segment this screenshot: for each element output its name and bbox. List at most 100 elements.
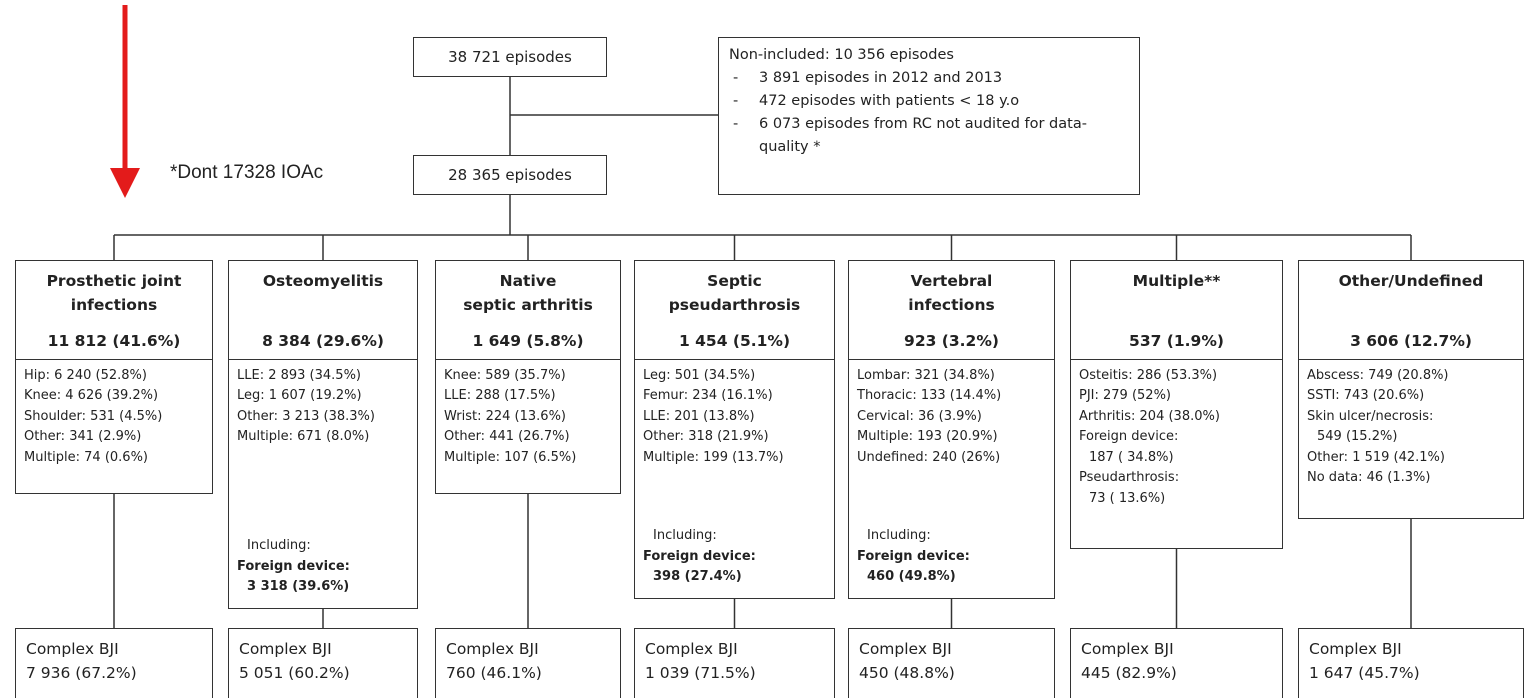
detail-line: LLE: 201 (13.8%) [643, 408, 755, 424]
outcome-label: Complex BJI [1309, 640, 1402, 658]
detail-line: Lombar: 321 (34.8%) [857, 367, 995, 383]
category-details: Abscess: 749 (20.8%) SSTI: 743 (20.6%) Ski… [1298, 358, 1524, 519]
outcome-box: Complex BJI 450 (48.8%) [848, 628, 1055, 698]
detail-line: Abscess: 749 (20.8%) [1307, 367, 1449, 383]
detail-line: Leg: 501 (34.5%) [643, 367, 756, 383]
excluded-title: Non-included: 10 356 episodes [729, 47, 954, 63]
outcome-box: Complex BJI 445 (82.9%) [1070, 628, 1283, 698]
outcome-value: 7 936 (67.2%) [26, 664, 137, 682]
category-header: Native septic arthritis 1 649 (5.8%) [435, 260, 621, 360]
detail-line: Undefined: 240 (26%) [857, 449, 1001, 465]
detail-line: Osteitis: 286 (53.3%) [1079, 367, 1218, 383]
device-value: 460 (49.8%) [867, 569, 956, 584]
outcome-box: Complex BJI 1 039 (71.5%) [634, 628, 835, 698]
outcome-box: Complex BJI 1 647 (45.7%) [1298, 628, 1524, 698]
detail-line: Cervical: 36 (3.9%) [857, 408, 982, 424]
detail-line: Thoracic: 133 (14.4%) [857, 388, 1002, 403]
detail-line: Other: 318 (21.9%) [643, 429, 769, 444]
including-label: Including: [653, 528, 717, 543]
category-details: Leg: 501 (34.5%) Femur: 234 (16.1%) LLE: 2… [634, 358, 835, 599]
detail-line: 187 ( 34.8%) [1089, 449, 1174, 465]
category-header: Prosthetic joint infections 11 812 (41.6%) [15, 260, 213, 360]
category-count: 8 384 (29.6%) [262, 332, 384, 350]
category-header: Vertebral infections 923 (3.2%) [848, 260, 1055, 360]
detail-line: Multiple: 671 (8.0%) [237, 429, 370, 444]
annotation: *Dont 17328 IOAc [170, 162, 324, 183]
category-title: pseudarthrosis [668, 296, 801, 314]
category-header: Other/Undefined 3 606 (12.7%) [1298, 260, 1524, 360]
detail-line: LLE: 2 893 (34.5%) [237, 367, 362, 383]
device-label: Foreign device: [643, 548, 756, 564]
outcome-value: 1 647 (45.7%) [1309, 664, 1420, 682]
detail-line: Arthritis: 204 (38.0%) [1079, 408, 1220, 424]
including-label: Including: [867, 528, 931, 543]
category-title: Native [499, 272, 557, 290]
outcome-label: Complex BJI [26, 640, 119, 658]
including-block: Including: Foreign device: 398 (27.4%) [643, 526, 826, 592]
category-count: 1 649 (5.8%) [472, 332, 584, 350]
detail-line: Skin ulcer/necrosis: [1307, 408, 1434, 424]
included-box: 28 365 episodes [413, 155, 607, 195]
outcome-label: Complex BJI [645, 640, 738, 658]
detail-line: Multiple: 199 (13.7%) [643, 449, 784, 465]
category-count: 11 812 (41.6%) [47, 332, 181, 350]
detail-line: No data: 46 (1.3%) [1307, 470, 1431, 485]
detail-line: Foreign device: [1079, 429, 1179, 444]
excluded-box: Non-included: 10 356 episodes 3 891 epis… [718, 37, 1140, 195]
detail-line: Femur: 234 (16.1%) [643, 388, 773, 403]
excluded-list: 3 891 episodes in 2012 and 2013472 episo… [729, 67, 1129, 159]
outcome-box: Complex BJI 5 051 (60.2%) [228, 628, 418, 698]
excluded-item: 3 891 episodes in 2012 and 2013 [729, 67, 1129, 90]
category-title: infections [908, 296, 995, 314]
detail-line: Other: 1 519 (42.1%) [1307, 449, 1445, 465]
detail-line: Pseudarthrosis: [1079, 470, 1180, 485]
detail-line: 73 ( 13.6%) [1089, 490, 1166, 506]
detail-line: Other: 441 (26.7%) [444, 429, 570, 444]
category-title: infections [70, 296, 158, 314]
outcome-label: Complex BJI [1081, 640, 1174, 658]
category-header: Septic pseudarthrosis 1 454 (5.1%) [634, 260, 835, 360]
category-details: Osteitis: 286 (53.3%) PJI: 279 (52%) Arthr… [1070, 358, 1283, 549]
detail-line: Shoulder: 531 (4.5%) [24, 408, 163, 424]
detail-line: LLE: 288 (17.5%) [444, 388, 556, 403]
category-title: Vertebral [910, 272, 993, 290]
detail-line: Hip: 6 240 (52.8%) [24, 367, 147, 383]
device-label: Foreign device: [857, 548, 970, 564]
total-label: 38 721 episodes [448, 48, 572, 66]
detail-line: 549 (15.2%) [1317, 429, 1398, 444]
category-title: Septic [707, 272, 762, 290]
outcome-value: 445 (82.9%) [1081, 664, 1177, 682]
category-header: Multiple** 537 (1.9%) [1070, 260, 1283, 360]
including-label: Including: [247, 538, 311, 553]
outcome-label: Complex BJI [446, 640, 539, 658]
category-details: Hip: 6 240 (52.8%) Knee: 4 626 (39.2%) Sho… [15, 358, 213, 494]
outcome-box: Complex BJI 7 936 (67.2%) [15, 628, 213, 698]
device-label: Foreign device: [237, 558, 350, 574]
category-details: Lombar: 321 (34.8%) Thoracic: 133 (14.4%)… [848, 358, 1055, 599]
detail-line: Other: 3 213 (38.3%) [237, 408, 375, 424]
category-details: LLE: 2 893 (34.5%) Leg: 1 607 (19.2%) Othe… [228, 358, 418, 609]
including-block: Including: Foreign device: 3 318 (39.6%) [237, 536, 409, 602]
category-title: Prosthetic joint [46, 272, 182, 290]
device-value: 3 318 (39.6%) [247, 579, 350, 594]
detail-line: Knee: 4 626 (39.2%) [24, 388, 159, 403]
detail-line: Multiple: 107 (6.5%) [444, 449, 577, 465]
detail-line: Multiple: 193 (20.9%) [857, 429, 998, 444]
outcome-label: Complex BJI [239, 640, 332, 658]
detail-line: PJI: 279 (52%) [1079, 388, 1172, 403]
detail-line: Knee: 589 (35.7%) [444, 367, 566, 383]
detail-line: Other: 341 (2.9%) [24, 429, 142, 444]
category-title: septic arthritis [463, 296, 593, 314]
category-title: Other/Undefined [1338, 272, 1484, 290]
included-label: 28 365 episodes [448, 166, 572, 184]
outcome-value: 1 039 (71.5%) [645, 664, 756, 682]
detail-line: Multiple: 74 (0.6%) [24, 449, 148, 465]
device-value: 398 (27.4%) [653, 569, 742, 584]
detail-line: Leg: 1 607 (19.2%) [237, 388, 362, 403]
detail-line: SSTI: 743 (20.6%) [1307, 388, 1425, 403]
category-count: 923 (3.2%) [904, 332, 999, 350]
outcome-value: 760 (46.1%) [446, 664, 542, 682]
including-block: Including: Foreign device: 460 (49.8%) [857, 526, 1046, 592]
excluded-item: 472 episodes with patients < 18 y.o [729, 90, 1129, 113]
